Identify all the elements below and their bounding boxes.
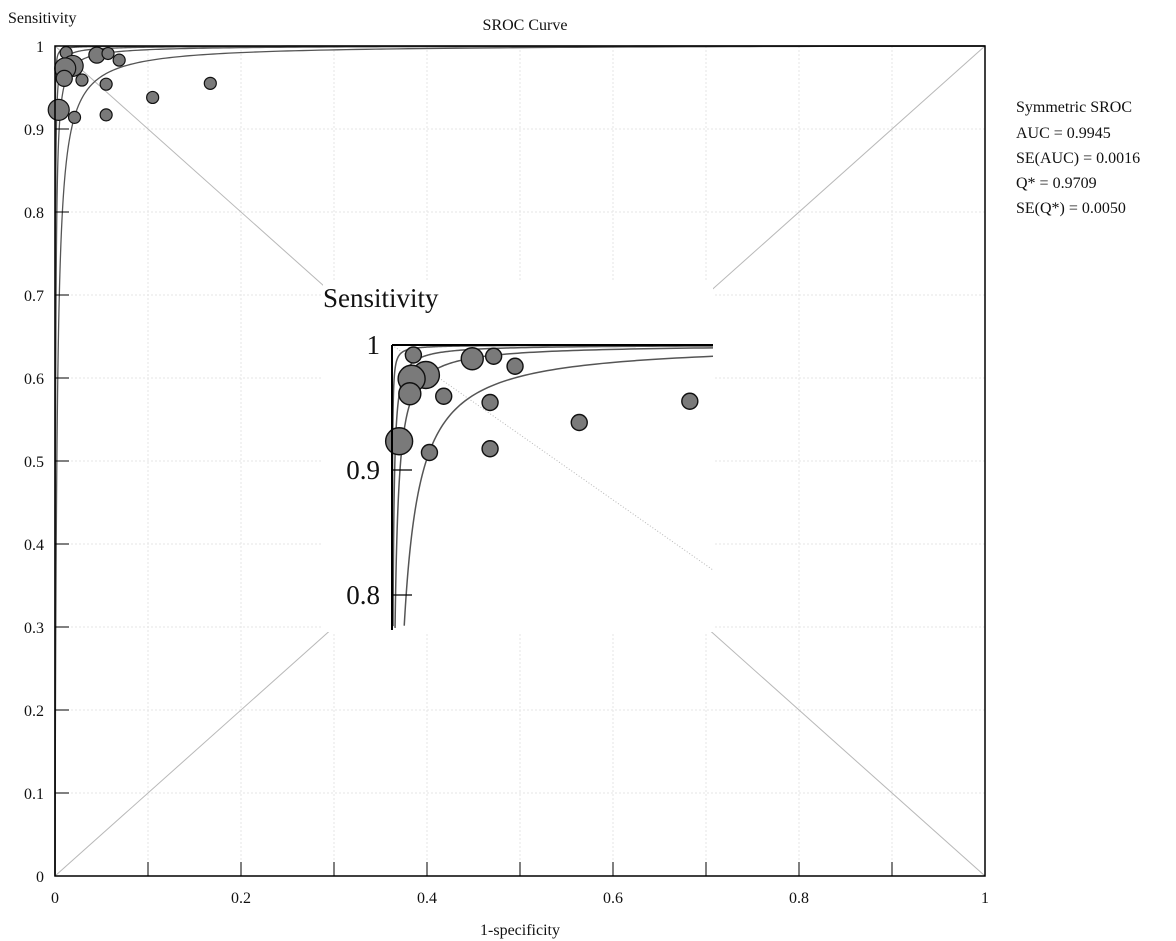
study-point: [55, 69, 73, 87]
y-axis-label: Sensitivity: [8, 10, 76, 27]
inset-study-point: [398, 382, 422, 406]
inset-y-label: Sensitivity: [323, 283, 439, 313]
study-point: [47, 98, 70, 122]
study-point: [75, 73, 89, 87]
stats-auc: AUC = 0.9945: [1016, 125, 1111, 142]
inset-y-tick-label: 1: [367, 330, 381, 360]
inset-sroc-curve: [403, 355, 714, 626]
y-tick-label: 0.2: [24, 703, 44, 720]
y-tick-label: 0.3: [24, 620, 44, 637]
chart-title: SROC Curve: [483, 17, 568, 34]
study-point: [146, 90, 160, 105]
study-points: [47, 46, 217, 124]
inset-study-point: [681, 392, 699, 410]
inset-study-point: [384, 427, 414, 456]
y-tick-label: 0.5: [24, 454, 44, 471]
inset-y-ticks: 0.8 0.9 1: [346, 330, 412, 610]
y-tick-label: 0: [36, 869, 44, 886]
x-tick-label: 0.6: [603, 890, 623, 907]
zoom-inset: Sensitivity 0.8 0.9 1: [323, 282, 714, 632]
study-point: [101, 46, 115, 61]
y-axis-ticks: 0 0.1 0.2 0.3 0.4 0.5 0.6 0.7 0.8 0.9 1: [24, 39, 69, 886]
x-tick-label: 0.8: [789, 890, 809, 907]
inset-y-tick-label: 0.9: [346, 455, 380, 485]
inset-study-point: [484, 347, 503, 365]
inset-study-point: [481, 440, 499, 458]
study-point: [67, 110, 82, 124]
inset-y-tick-label: 0.8: [346, 580, 380, 610]
inset-study-point: [460, 347, 484, 371]
x-tick-label: 0.2: [231, 890, 251, 907]
inset-study-point: [481, 393, 499, 412]
inset-axes: [391, 344, 713, 630]
stats-se-auc: SE(AUC) = 0.0016: [1016, 150, 1140, 167]
y-tick-label: 0.4: [24, 537, 44, 554]
inset-study-point: [570, 413, 588, 432]
stats-q: Q* = 0.9709: [1016, 175, 1097, 192]
stats-box: Symmetric SROC AUC = 0.9945 SE(AUC) = 0.…: [1016, 99, 1140, 217]
y-tick-label: 0.1: [24, 786, 44, 803]
y-tick-label: 0.8: [24, 205, 44, 222]
x-tick-label: 0.4: [417, 890, 437, 907]
study-point: [99, 108, 113, 122]
x-axis-label: 1-specificity: [480, 922, 560, 939]
inset-study-point: [435, 387, 453, 405]
study-point: [99, 77, 113, 91]
inset-study-point: [420, 443, 439, 462]
y-tick-label: 0.7: [24, 288, 44, 305]
y-tick-label: 0.6: [24, 371, 44, 388]
study-point: [203, 76, 217, 90]
x-tick-label: 1: [981, 890, 989, 907]
study-point: [112, 53, 126, 67]
y-tick-label: 0.9: [24, 122, 44, 139]
inset-study-point: [404, 346, 423, 364]
stats-se-q: SE(Q*) = 0.0050: [1016, 200, 1126, 217]
inset-study-point: [506, 357, 524, 375]
x-tick-label: 0: [51, 890, 59, 907]
inset-background: [323, 282, 713, 632]
y-tick-label: 1: [36, 39, 44, 56]
stats-label: Symmetric SROC: [1016, 99, 1132, 116]
x-axis-ticks: 0 0.2 0.4 0.6 0.8 1: [51, 862, 989, 907]
